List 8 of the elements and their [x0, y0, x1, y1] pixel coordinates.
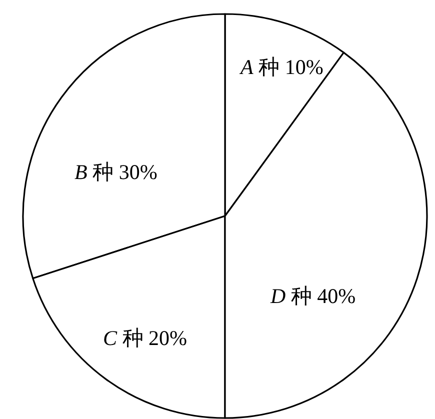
data-label: 40% — [317, 284, 356, 308]
data-label: 20% — [148, 326, 188, 350]
data-label: 30% — [118, 160, 158, 184]
slice-label: B 种 — [74, 160, 114, 184]
slice-label: C 种 — [103, 326, 144, 350]
slice-label: A 种 — [238, 54, 280, 79]
slice-label: D 种 — [269, 284, 312, 308]
data-label: 10% — [284, 54, 324, 79]
